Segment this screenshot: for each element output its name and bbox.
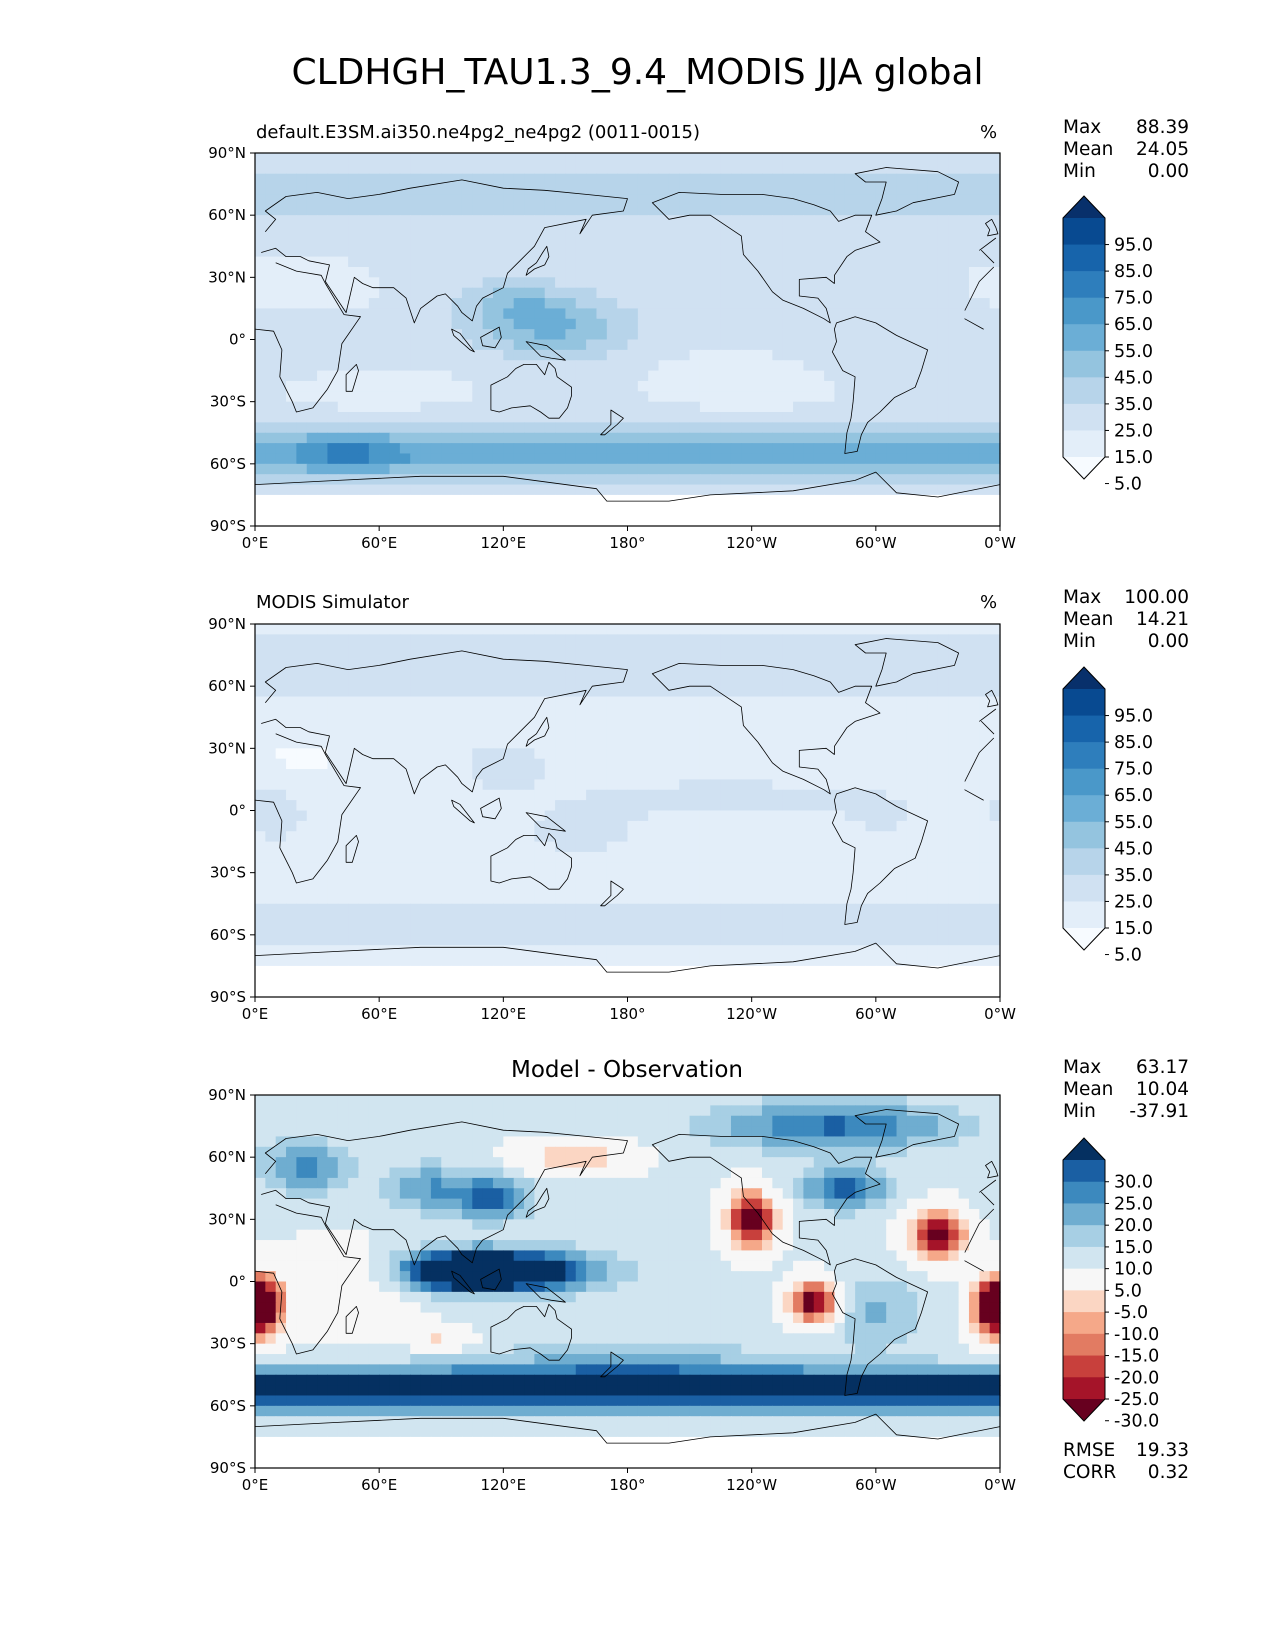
min-label: Min xyxy=(1063,631,1096,652)
panel-title: default.E3SM.ai350.ne4pg2_ne4pg2 (0011-0… xyxy=(256,122,701,143)
min-value: 0.00 xyxy=(1147,631,1189,652)
panel-observation: MODIS Simulator % Max 100.00 Mean 14.21 Mi… xyxy=(0,585,1275,1055)
corr-label: CORR xyxy=(1063,1462,1117,1483)
mean-label: Mean xyxy=(1063,1079,1114,1100)
error-stats: RMSE 19.33 CORR 0.32 xyxy=(1063,1440,1189,1484)
min-label: Min xyxy=(1063,161,1096,182)
max-value: 100.00 xyxy=(1124,587,1189,608)
panel-difference: Model - Observation Max 63.17 Mean 10.04 M… xyxy=(0,1055,1275,1525)
units-label: % xyxy=(980,592,998,613)
panel-title: Model - Observation xyxy=(510,1057,744,1083)
stats-box: Max 100.00 Mean 14.21 Min 0.00 xyxy=(1063,587,1189,653)
panel-model: default.E3SM.ai350.ne4pg2_ne4pg2 (0011-0… xyxy=(0,115,1275,585)
figure-title: CLDHGH_TAU1.3_9.4_MODIS JJA global xyxy=(291,52,984,93)
min-value: -37.91 xyxy=(1129,1101,1189,1122)
mean-value: 24.05 xyxy=(1136,139,1189,160)
max-value: 63.17 xyxy=(1136,1057,1189,1078)
max-label: Max xyxy=(1063,1057,1102,1078)
min-value: 0.00 xyxy=(1147,161,1189,182)
max-label: Max xyxy=(1063,117,1102,138)
stats-box: Max 88.39 Mean 24.05 Min 0.00 xyxy=(1063,117,1189,183)
max-label: Max xyxy=(1063,587,1102,608)
rmse-value: 19.33 xyxy=(1136,1440,1189,1461)
corr-value: 0.32 xyxy=(1147,1462,1189,1483)
mean-value: 10.04 xyxy=(1136,1079,1189,1100)
max-value: 88.39 xyxy=(1136,117,1189,138)
stats-box: Max 63.17 Mean 10.04 Min -37.91 xyxy=(1063,1057,1189,1123)
mean-value: 14.21 xyxy=(1136,609,1189,630)
panel-title: MODIS Simulator xyxy=(256,592,409,613)
mean-label: Mean xyxy=(1063,139,1114,160)
units-label: % xyxy=(980,122,998,143)
rmse-label: RMSE xyxy=(1063,1440,1116,1461)
min-label: Min xyxy=(1063,1101,1096,1122)
mean-label: Mean xyxy=(1063,609,1114,630)
